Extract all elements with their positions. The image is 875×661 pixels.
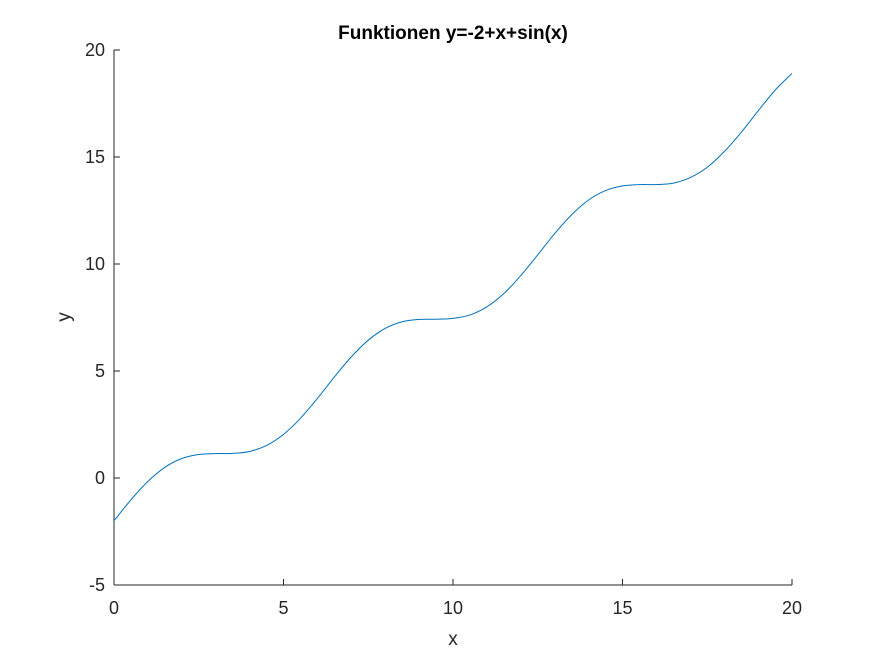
x-tick-label: 5 [278,598,288,618]
x-tick-label: 0 [109,598,119,618]
series-line [113,72,793,522]
y-tick-label: 20 [85,40,105,60]
y-tick-label: 0 [95,468,105,488]
x-tick-label: 15 [612,598,632,618]
y-tick-label: 5 [95,361,105,381]
y-ticks: -5 0 5 10 15 20 [85,40,120,595]
x-axis-label: x [448,629,458,650]
x-ticks: 0 5 10 15 20 [109,579,802,618]
x-tick-label: 10 [443,598,463,618]
plot-area [113,72,793,522]
y-tick-label: 10 [85,254,105,274]
y-tick-label: 15 [85,147,105,167]
chart-title: Funktionen y=-2+x+sin(x) [338,23,568,44]
y-axis-label: y [54,312,75,322]
x-tick-label: 20 [782,598,802,618]
y-tick-label: -5 [89,575,105,595]
